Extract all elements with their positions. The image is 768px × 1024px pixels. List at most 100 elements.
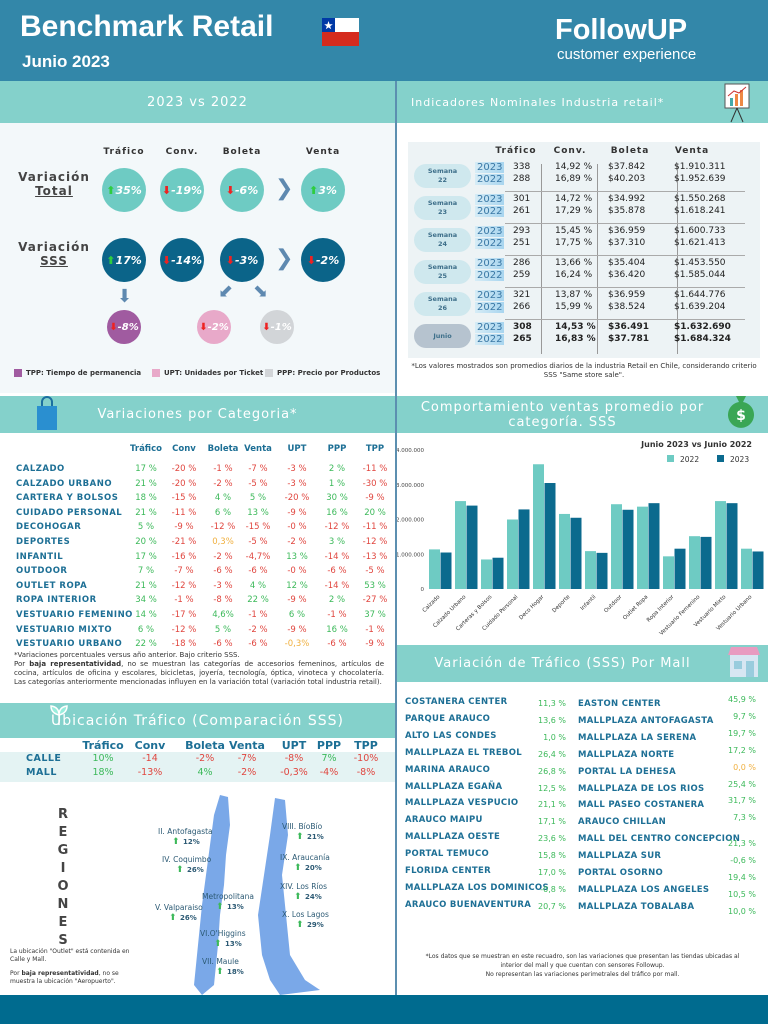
location-cell: 4% <box>197 766 213 778</box>
period-pill: Semana 24 <box>414 228 471 252</box>
x-tick-label: Deporte <box>551 594 571 614</box>
arrow-up-icon: ⬆ <box>294 892 302 902</box>
categories-row-name: OUTDOOR <box>16 566 68 577</box>
chevron-right-icon: ❯ <box>275 246 294 271</box>
location-col-header: Tráfico <box>82 739 124 752</box>
mall-value: 23,6 % <box>538 834 566 844</box>
followup-logo: FollowUP <box>555 14 688 46</box>
nominal-col-header: Conv. <box>553 146 587 156</box>
categories-cell: -20 % <box>171 478 197 489</box>
chile-flag-icon <box>322 18 359 46</box>
metric-value: 17% <box>115 253 142 267</box>
summary-col-header: Venta <box>305 147 341 157</box>
categories-cell: 5 % <box>249 493 267 504</box>
region-value: 13% <box>225 940 242 948</box>
categories-row-name: VESTUARIO FEMENINO <box>16 610 133 620</box>
breakdown-value: -1% <box>270 321 292 333</box>
categories-cell: -12 % <box>324 522 350 533</box>
location-cell: -2% <box>237 766 257 778</box>
mall-name: MALLPLAZA LOS DOMINICOS <box>405 882 549 893</box>
metric-value: 35% <box>115 183 142 197</box>
summary-col-header: Conv. <box>165 147 199 157</box>
logo-tagline: customer experience <box>557 46 697 63</box>
categories-row-name: VESTUARIO MIXTO <box>16 624 113 635</box>
arrow-up-icon: ⬆ <box>214 939 222 949</box>
arrow-down-icon: ⬇ <box>161 183 172 197</box>
categories-cell: -27 % <box>362 595 388 606</box>
nominal-trafico: 338 <box>513 162 531 172</box>
year-label: 2023 <box>475 194 505 205</box>
categories-cell: 7 % <box>137 566 155 577</box>
period-label: Semana <box>427 295 458 303</box>
categories-cell: 30 % <box>326 493 348 504</box>
categories-col-header: Boleta <box>207 444 239 454</box>
bar-2023 <box>466 505 478 589</box>
nominal-boleta: $36.959 <box>608 290 646 300</box>
categories-cell: 16 % <box>326 507 348 518</box>
arrow-up-icon: ⬆ <box>296 920 304 930</box>
period-number: 25 <box>437 272 448 280</box>
nominal-trafico: 293 <box>513 226 531 236</box>
year-label: 2022 <box>475 270 505 281</box>
location-cell: 18% <box>92 766 114 778</box>
breakdown-circle-upt: ⬇ -2% <box>197 310 231 344</box>
nominal-col-header: Boleta <box>610 146 650 156</box>
categories-cell: -15 % <box>245 522 271 533</box>
bar-2022 <box>715 501 726 589</box>
period-label: Semana <box>427 199 458 207</box>
year-label: 2023 <box>475 322 505 333</box>
categories-cell: -21 % <box>171 537 197 547</box>
categories-cell: -9 % <box>287 507 307 518</box>
nominal-venta: $1.585.044 <box>674 270 726 280</box>
location-cell: 7% <box>321 753 337 764</box>
mall-value: 13,6 % <box>538 715 566 725</box>
mall-value: 45,9 % <box>728 695 756 704</box>
y-tick-label: 1.000.000 <box>397 552 424 558</box>
metric-circle: ⬇ -19% <box>160 168 204 212</box>
categories-cell: -12 % <box>171 580 197 591</box>
location-note-2-post: , no se muestra la ubicación "Aeropuerto… <box>10 970 119 985</box>
period-pill: Semana 26 <box>414 292 471 316</box>
location-note-2-pre: Por <box>10 970 22 977</box>
categories-cell: 0,3% <box>212 537 234 547</box>
mall-name: ARAUCO BUENAVENTURA <box>405 899 532 910</box>
mall-name: PORTAL LA DEHESA <box>578 766 676 777</box>
summary-col-header: Tráfico <box>103 147 145 157</box>
column-divider <box>395 81 397 995</box>
metric-circle: ⬆ 17% <box>102 238 146 282</box>
mall-name: MALLPLAZA LOS ANGELES <box>578 884 710 895</box>
location-col-header: Venta <box>229 739 265 752</box>
period-number: 26 <box>437 304 448 312</box>
location-cell: -13% <box>137 766 163 778</box>
region-value: 24% <box>305 893 322 901</box>
categories-cell: -6 % <box>327 639 347 650</box>
bar-2022 <box>559 513 570 589</box>
section-header-comportamiento: Comportamiento ventas promedio por categ… <box>397 396 768 433</box>
row-label-sub: SSS <box>40 254 68 268</box>
nominal-note: *Los valores mostrados son promedios dia… <box>411 362 757 379</box>
mall-name: ALTO LAS CONDES <box>405 730 497 741</box>
nominal-venta: $1.550.268 <box>674 194 726 204</box>
bar-2022 <box>533 464 544 589</box>
location-row-name: CALLE <box>26 753 62 764</box>
region-name: VI.O'Higgins <box>200 929 246 938</box>
nominal-trafico: 301 <box>513 194 531 204</box>
period-label: Semana <box>427 167 458 175</box>
nominal-venta: $1.621.413 <box>674 238 726 248</box>
bar-2023 <box>622 509 634 589</box>
categories-cell: 21 % <box>135 478 157 489</box>
period-pill: Semana 22 <box>414 164 471 188</box>
presentation-chart-icon <box>724 83 750 123</box>
metric-value: -6% <box>234 183 259 197</box>
categories-cell: 12 % <box>286 580 308 591</box>
arrow-down-icon: ⬇ <box>306 253 316 267</box>
categories-cell: 37 % <box>364 610 386 620</box>
page-title: Benchmark Retail <box>20 10 274 43</box>
svg-text:$: $ <box>736 408 746 424</box>
row-separator <box>505 319 745 320</box>
categories-cell: 13 % <box>286 551 308 562</box>
nominal-conv: 14,72 % <box>555 194 593 204</box>
region-name: VII. Maule <box>202 957 239 966</box>
mall-value: 26,8 % <box>538 766 566 776</box>
mall-name: MALLPLAZA VESPUCIO <box>405 798 519 809</box>
